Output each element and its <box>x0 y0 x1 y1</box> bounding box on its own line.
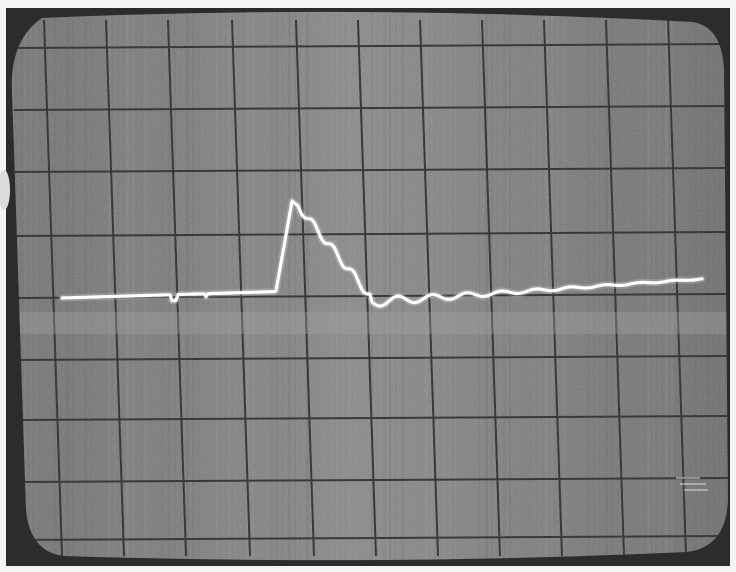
waveform-glow <box>58 197 706 310</box>
light-reflection <box>0 170 10 210</box>
waveform-trace <box>60 199 704 308</box>
scan-streak <box>0 0 1 572</box>
edge-marks <box>676 477 708 491</box>
